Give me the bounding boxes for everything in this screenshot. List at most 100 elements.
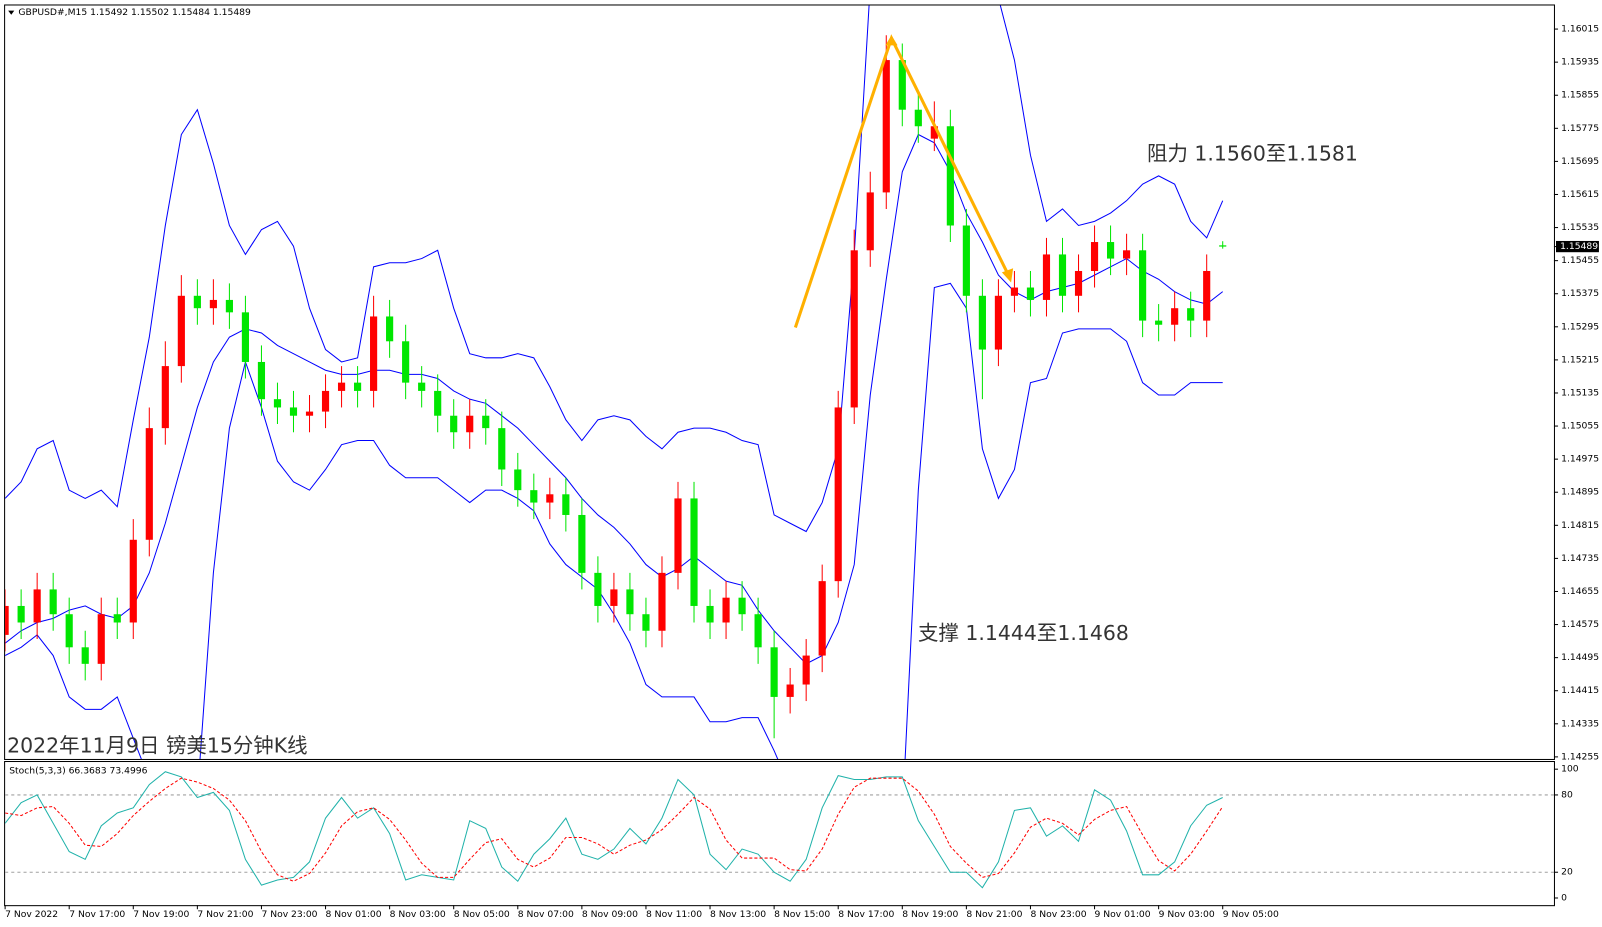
x-tick-label: 8 Nov 11:00 (646, 909, 702, 920)
candle-body (305, 411, 314, 416)
chart-caption: 2022年11月9日 镑美15分钟K线 (7, 734, 307, 758)
main-plot (5, 5, 1227, 759)
support-note: 支撑 1.1444至1.1468 (918, 621, 1129, 645)
candle-body (1010, 287, 1019, 296)
candle-body (1187, 308, 1195, 321)
candle-body (1026, 287, 1035, 300)
candle-body (241, 312, 250, 362)
x-tick-label: 8 Nov 17:00 (838, 909, 894, 920)
x-tick-label: 8 Nov 15:00 (774, 909, 830, 920)
y-tick-label: 1.15295 (1561, 321, 1599, 332)
candle-body (161, 366, 169, 429)
y-tick-label: 1.15935 (1561, 57, 1599, 68)
candle-body (530, 490, 538, 503)
candle-body (978, 295, 986, 350)
candle-body (1090, 242, 1099, 271)
candle-body (866, 192, 874, 251)
y-tick-label: 1.15375 (1561, 288, 1599, 299)
y-tick-label: 1.14255 (1561, 751, 1599, 762)
candle-body (257, 361, 266, 400)
candle-body (882, 60, 890, 193)
candle-body (930, 126, 938, 139)
candle-body (402, 341, 410, 383)
candle-body (962, 225, 970, 296)
x-tick-label: 8 Nov 21:00 (966, 909, 1022, 920)
candle-body (209, 299, 217, 309)
y-tick-label: 100 (1561, 764, 1579, 775)
y-tick-label: 1.14735 (1561, 553, 1599, 564)
stoch-title: Stoch(5,3,3) 66.3683 73.4996 (9, 766, 147, 777)
candle-body (434, 390, 442, 416)
y-tick-label: 1.15535 (1561, 222, 1599, 233)
candle-body (289, 407, 298, 416)
candle-body (1123, 250, 1131, 259)
candle-body (626, 589, 634, 615)
candle-body (321, 390, 330, 412)
y-tick-label: 1.14575 (1561, 619, 1599, 630)
candle-body (81, 647, 89, 664)
x-tick-label: 7 Nov 2022 (5, 909, 58, 920)
candle-body (65, 614, 73, 648)
y-tick-label: 80 (1561, 789, 1573, 800)
y-tick-label: 1.14975 (1561, 454, 1599, 465)
candle-body (802, 655, 810, 685)
candle-body (97, 614, 105, 664)
candle-body (1074, 270, 1083, 296)
bollinger-upper (5, 5, 1224, 533)
y-tick-label: 1.14815 (1561, 520, 1599, 531)
x-tick-label: 7 Nov 17:00 (69, 909, 125, 920)
y-tick-label: 0 (1561, 892, 1567, 903)
y-tick-label: 1.14895 (1561, 487, 1599, 498)
candle-body (113, 614, 121, 623)
x-tick-label: 7 Nov 23:00 (261, 909, 317, 920)
y-tick-label: 1.14335 (1561, 718, 1599, 729)
candle-body (273, 399, 282, 408)
candle-body (49, 589, 57, 615)
y-tick-label: 1.15055 (1561, 421, 1599, 432)
candle-body (33, 589, 41, 623)
candle-body (674, 498, 682, 573)
candle-body (706, 605, 714, 623)
y-tick-label: 1.16015 (1561, 24, 1599, 35)
candle-body (546, 494, 554, 503)
candle-body (5, 605, 9, 635)
candle-body (370, 316, 378, 391)
x-tick-label: 8 Nov 05:00 (454, 909, 510, 920)
candle-body (562, 494, 570, 515)
candle-body (1139, 250, 1147, 321)
x-tick-label: 7 Nov 19:00 (133, 909, 189, 920)
candle-body (610, 589, 618, 606)
y-tick-label: 1.15135 (1561, 387, 1599, 398)
stoch-line (5, 777, 1224, 882)
candle-body (818, 581, 826, 656)
candle-body (177, 295, 185, 367)
candle-body (129, 539, 137, 623)
candle-body (834, 407, 842, 582)
candle-body (594, 572, 602, 606)
candle-body (994, 295, 1002, 350)
x-tick-label: 7 Nov 21:00 (197, 909, 253, 920)
x-tick-label: 8 Nov 09:00 (582, 909, 638, 920)
x-tick-label: 8 Nov 13:00 (710, 909, 766, 920)
x-tick-label: 9 Nov 05:00 (1223, 909, 1279, 920)
candle-body (386, 316, 394, 342)
candle-body (450, 415, 458, 433)
y-tick-label: 1.15775 (1561, 123, 1599, 134)
y-tick-label: 1.14495 (1561, 652, 1599, 663)
stoch-frame (4, 760, 1555, 907)
candle-body (514, 469, 522, 491)
candle-body (337, 382, 346, 391)
candle-body (498, 428, 506, 470)
candle-body (786, 684, 794, 697)
candle-body (1155, 320, 1163, 325)
y-tick-label: 1.14655 (1561, 586, 1599, 597)
candle-body (1106, 242, 1115, 259)
bollinger-middle (5, 133, 1224, 665)
candle-body (145, 428, 153, 540)
candle-body (738, 597, 746, 615)
candle-body (1171, 308, 1179, 325)
candle-body (914, 109, 922, 127)
x-tick-label: 8 Nov 19:00 (902, 909, 958, 920)
stoch-line (5, 771, 1223, 889)
